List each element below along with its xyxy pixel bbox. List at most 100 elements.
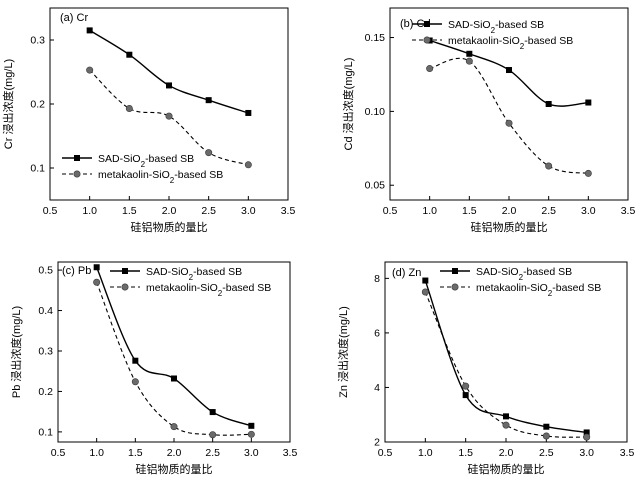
x-tick-label: 1.0 — [89, 447, 104, 459]
y-tick-label: 0.3 — [38, 345, 53, 357]
data-point-square — [462, 392, 469, 399]
x-tick-label: 1.5 — [122, 205, 137, 217]
data-point-circle — [93, 278, 101, 286]
data-point-circle — [462, 382, 470, 390]
data-point-circle — [86, 66, 94, 74]
data-point-square — [209, 409, 216, 416]
legend-label-1: SAD-SiO2-based SB — [448, 19, 544, 35]
series-line-1 — [424, 280, 587, 434]
y-tick-label: 4 — [374, 382, 380, 394]
legend-label-2: metakaolin-SiO2-based SB — [476, 282, 601, 298]
data-point-square — [126, 51, 133, 58]
series-line-1 — [429, 39, 589, 107]
series-line-2 — [96, 282, 252, 436]
panel-label: (a) Cr — [60, 12, 88, 24]
data-point-circle — [583, 433, 591, 441]
data-point-square — [543, 423, 550, 430]
y-tick-label: 2 — [374, 437, 380, 449]
x-tick-label: 1.0 — [418, 447, 433, 459]
legend-marker-square — [74, 155, 80, 161]
data-point-square — [422, 277, 429, 284]
data-point-circle — [542, 432, 550, 440]
x-tick-label: 1.0 — [82, 205, 97, 217]
x-axis-label: 硅铝物质的量比 — [471, 220, 548, 234]
legend-marker-square — [424, 21, 430, 27]
data-point-square — [205, 97, 212, 104]
x-tick-label: 3.5 — [621, 205, 636, 217]
data-point-circle — [205, 149, 213, 157]
data-point-circle — [584, 169, 592, 177]
data-point-square — [503, 413, 509, 420]
y-tick-label: 0.5 — [38, 265, 53, 277]
panel-label: (d) Zn — [392, 267, 421, 279]
y-axis-label: Zn 浸出浓度(mg/L) — [336, 306, 350, 398]
x-tick-label: 1.5 — [462, 205, 477, 217]
series-line-2 — [429, 57, 589, 174]
x-tick-label: 0.5 — [378, 447, 393, 459]
data-point-square — [132, 357, 139, 364]
x-axis-label: 硅铝物质的量比 — [136, 462, 213, 476]
y-tick-label: 0.2 — [38, 386, 53, 398]
data-point-circle — [505, 119, 513, 127]
legend-label-1: SAD-SiO2-based SB — [98, 153, 194, 169]
data-point-circle — [170, 423, 178, 431]
y-tick-label: 0.1 — [38, 426, 53, 438]
data-point-square — [585, 99, 592, 106]
x-tick-label: 1.5 — [458, 447, 473, 459]
data-point-square — [171, 375, 177, 382]
legend-marker-square — [452, 268, 458, 274]
legend-label-1: SAD-SiO2-based SB — [146, 266, 242, 282]
x-tick-label: 2.0 — [162, 205, 177, 217]
chart-panel-3: 0.5 1.0 1.5 2.0 2.5 3.0 3.5 0.1 0.2 0.3 0.4 0.5 硅铝物质… — [9, 261, 298, 476]
y-tick-label: 0.2 — [30, 99, 45, 111]
x-tick-label: 3.5 — [283, 447, 298, 459]
x-tick-label: 2.5 — [541, 205, 556, 217]
x-tick-label: 3.0 — [581, 205, 596, 217]
data-point-square — [166, 82, 172, 89]
y-tick-label: 8 — [374, 273, 380, 285]
legend-label-1: SAD-SiO2-based SB — [476, 266, 572, 282]
x-axis-label: 硅铝物质的量比 — [468, 462, 545, 476]
x-tick-label: 3.0 — [579, 447, 594, 459]
y-axis-label: Pb 浸出浓度(mg/L) — [9, 306, 23, 398]
data-point-square — [545, 101, 552, 107]
x-tick-label: 1.0 — [422, 205, 437, 217]
x-tick-label: 2.0 — [502, 205, 517, 217]
data-point-circle — [125, 104, 133, 112]
x-tick-label: 2.0 — [499, 447, 514, 459]
x-tick-label: 0.5 — [43, 205, 58, 217]
series-line-1 — [89, 29, 249, 114]
data-point-square — [248, 422, 255, 429]
data-point-circle — [545, 162, 553, 170]
legend-marker-circle — [423, 36, 431, 44]
data-point-circle — [465, 57, 473, 65]
x-axis-label: 硅铝物质的量比 — [131, 220, 208, 234]
legend-marker-circle — [451, 283, 459, 291]
legend-label-2: metakaolin-SiO2-based SB — [98, 169, 223, 185]
chart-panel-1: 0.5 1.0 1.5 2.0 2.5 3.0 3.5 0.1 0.2 0.3 硅铝物质的量比 Cr … — [1, 7, 296, 234]
y-tick-label: 0.4 — [38, 305, 53, 317]
x-tick-label: 3.0 — [244, 447, 259, 459]
data-point-circle — [247, 430, 255, 438]
x-tick-label: 0.5 — [383, 205, 398, 217]
x-tick-label: 2.5 — [539, 447, 554, 459]
data-point-circle — [502, 421, 510, 429]
legend-marker-circle — [121, 283, 129, 291]
x-tick-label: 2.5 — [201, 205, 216, 217]
panel-label: (c) Pb — [62, 265, 91, 277]
series-line-2 — [89, 69, 249, 166]
x-tick-label: 2.0 — [167, 447, 182, 459]
x-tick-label: 2.5 — [205, 447, 220, 459]
y-tick-label: 0.05 — [365, 180, 386, 192]
data-point-square — [86, 27, 93, 34]
data-point-square — [506, 67, 512, 74]
x-tick-label: 3.5 — [281, 205, 296, 217]
y-axis-label: Cr 浸出浓度(mg/L) — [1, 59, 15, 149]
y-tick-label: 0.10 — [365, 106, 386, 118]
data-point-circle — [131, 378, 139, 386]
legend-label-2: metakaolin-SiO2-based SB — [448, 35, 573, 51]
data-point-square — [466, 50, 473, 57]
data-point-circle — [209, 431, 217, 439]
y-tick-label: 0.15 — [365, 32, 386, 44]
y-tick-label: 0.3 — [30, 35, 45, 47]
